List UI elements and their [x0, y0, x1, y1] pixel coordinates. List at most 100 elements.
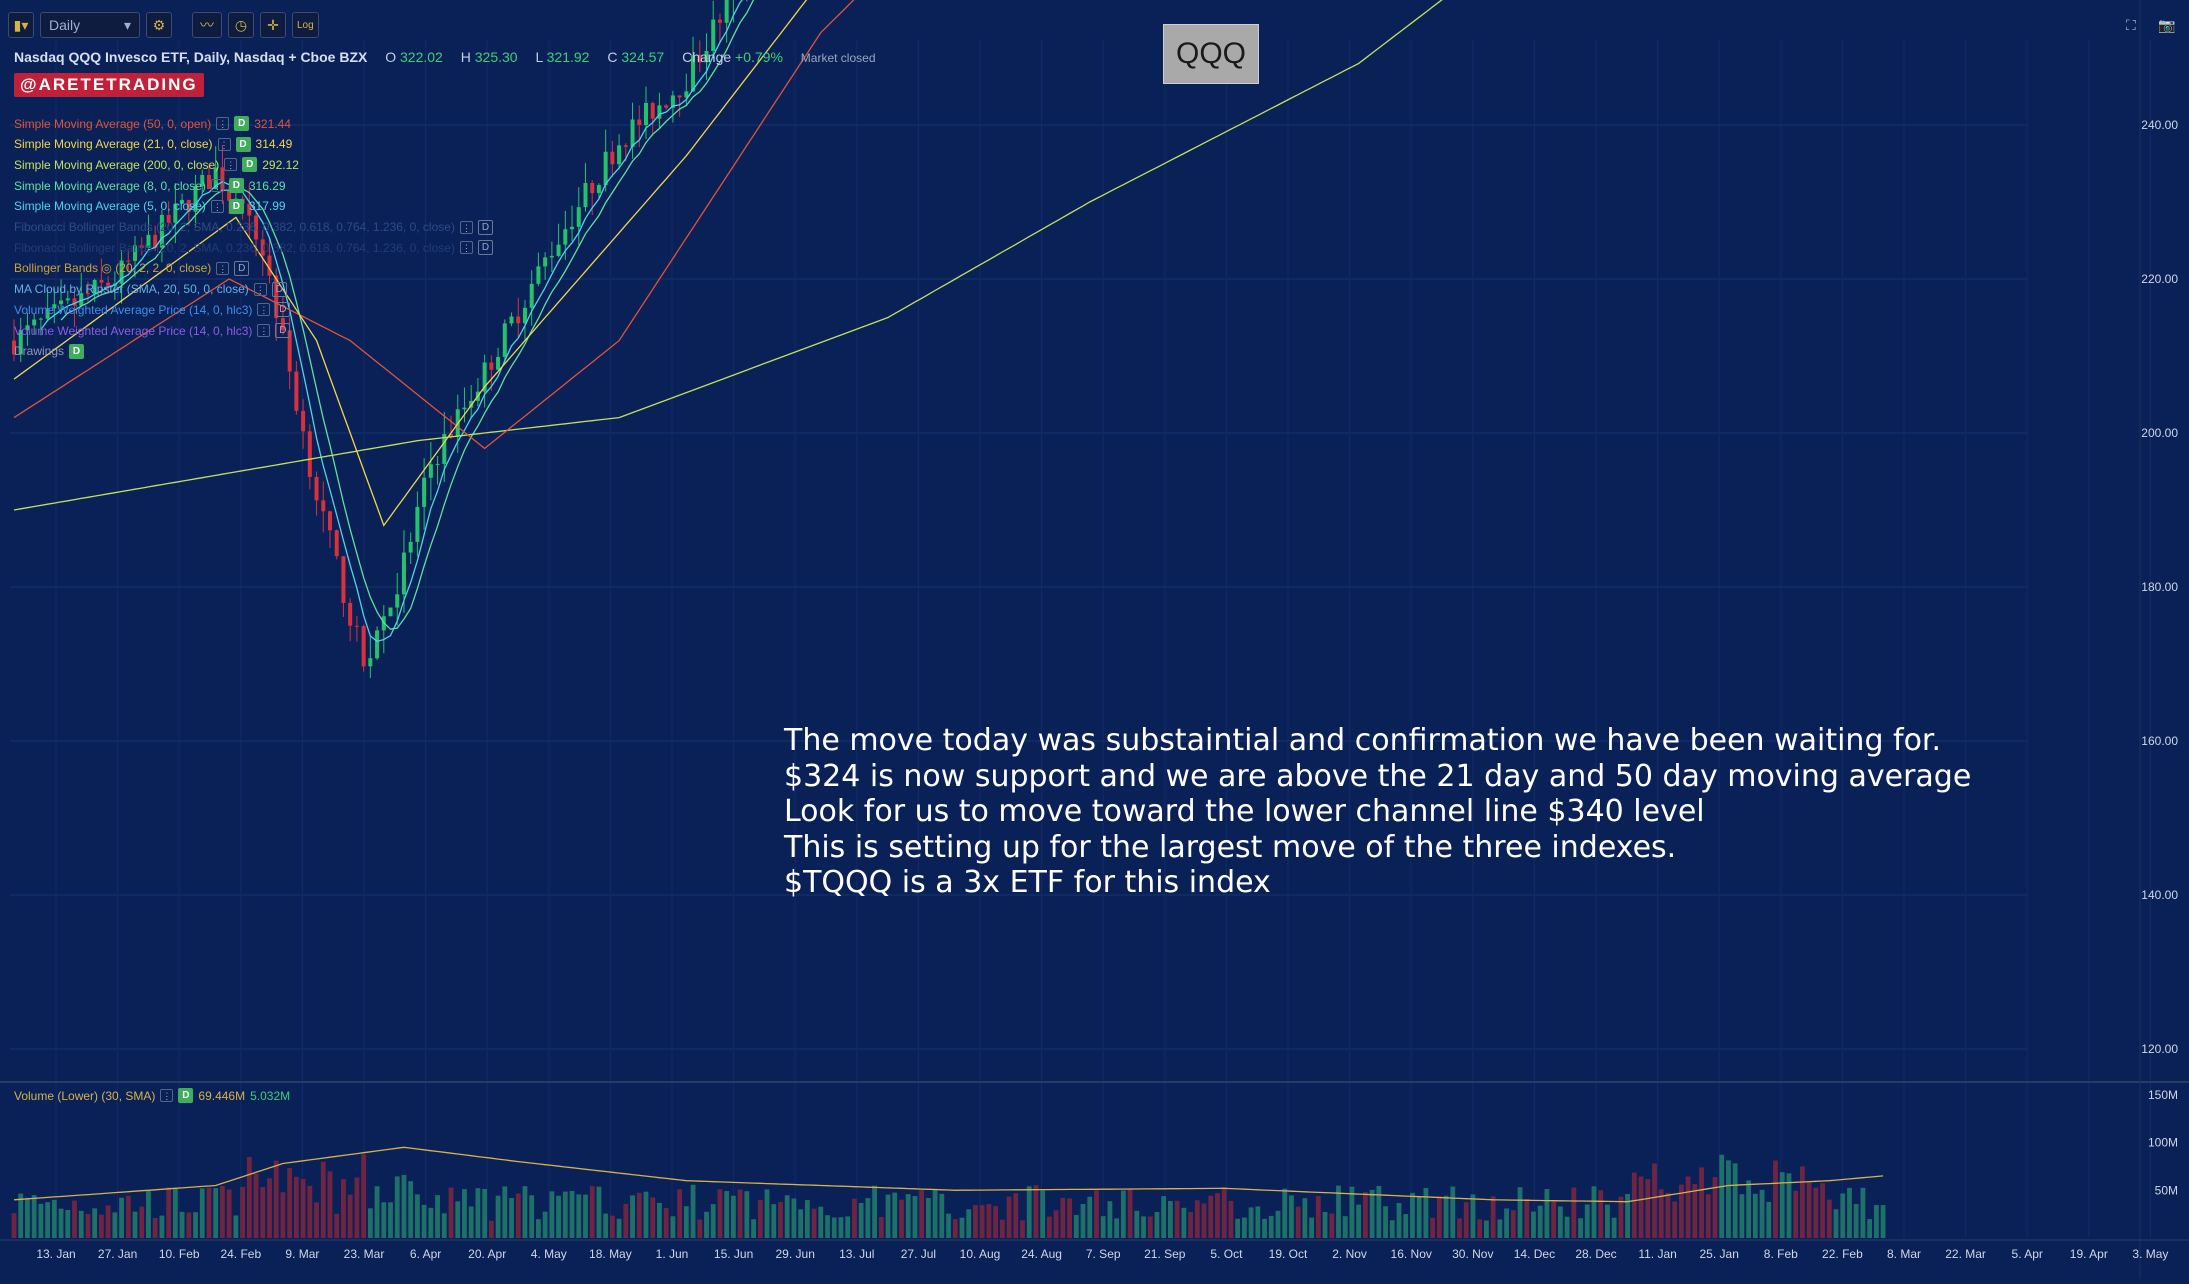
volume-bar: [482, 1188, 488, 1238]
volume-bar: [293, 1176, 299, 1238]
info-icon[interactable]: ⋮: [459, 241, 473, 255]
candle: [401, 552, 406, 595]
candle: [522, 307, 527, 324]
study-legend-item[interactable]: Volume Weighted Average Price (14, 0, hl…: [14, 302, 291, 318]
volume-bar: [1040, 1190, 1046, 1238]
volume-bar: [51, 1199, 57, 1238]
volume-bar: [1087, 1196, 1093, 1238]
moving-average-line: [13, 0, 855, 450]
d-badge[interactable]: D: [242, 157, 258, 173]
studies-icon[interactable]: 〰: [192, 12, 222, 38]
volume-bar: [1235, 1218, 1241, 1238]
info-icon[interactable]: ⋮: [210, 179, 224, 193]
volume-bar: [1638, 1176, 1644, 1238]
volume-bar: [159, 1215, 165, 1238]
d-badge[interactable]: D: [234, 116, 250, 131]
price-tick-label: 200.00: [2141, 426, 2178, 440]
volume-bar: [354, 1177, 360, 1238]
volume-bar: [112, 1212, 118, 1238]
d-badge[interactable]: D: [477, 240, 493, 256]
study-legend-item[interactable]: Simple Moving Average (8, 0, close) ⋮ D 316…: [14, 178, 286, 194]
candle: [361, 626, 366, 667]
moving-average-line: [13, 0, 1443, 511]
info-icon[interactable]: ⋮: [224, 158, 238, 172]
study-legend-item[interactable]: Simple Moving Average (5, 0, close) ⋮ D 317…: [14, 198, 286, 214]
info-icon[interactable]: ⋮: [210, 199, 224, 213]
candle: [227, 190, 232, 201]
volume-bar: [1315, 1196, 1321, 1238]
study-legend-item[interactable]: Bollinger Bands ◎ (20, 2, 2, 0, close) ⋮ D: [14, 260, 250, 276]
date-tick-label: 21. Sep: [1144, 1247, 1186, 1261]
info-icon[interactable]: ⋮: [160, 1089, 174, 1102]
volume-bar: [1376, 1185, 1382, 1238]
study-legend-item[interactable]: Simple Moving Average (200, 0, close) ⋮ D 2…: [14, 157, 299, 173]
volume-bar: [435, 1195, 440, 1238]
study-legend-item[interactable]: Volume Weighted Average Price (14, 0, hl…: [14, 323, 291, 338]
d-badge[interactable]: D: [69, 343, 85, 359]
d-badge[interactable]: D: [271, 281, 287, 297]
log-scale-icon[interactable]: Log: [292, 12, 319, 38]
volume-bar: [327, 1171, 333, 1238]
info-icon[interactable]: ⋮: [459, 220, 473, 234]
d-badge[interactable]: D: [477, 219, 493, 235]
study-label: Simple Moving Average (8, 0, close): [14, 178, 206, 193]
volume-bar: [206, 1187, 212, 1238]
volume-bar: [139, 1206, 145, 1238]
volume-bar: [1786, 1173, 1792, 1238]
info-icon[interactable]: ⋮: [253, 282, 267, 296]
study-legend-item[interactable]: Drawings D: [14, 343, 85, 359]
clock-icon[interactable]: ◷: [228, 12, 254, 38]
volume-bar: [643, 1191, 649, 1238]
volume-bar: [1578, 1218, 1583, 1238]
volume-bar: [455, 1201, 461, 1238]
volume-bar: [952, 1219, 958, 1238]
d-badge[interactable]: D: [234, 260, 250, 276]
volume-bar: [1020, 1220, 1025, 1238]
d-badge[interactable]: D: [235, 136, 251, 152]
candle: [173, 203, 178, 223]
candle: [556, 244, 561, 256]
volume-bar: [1255, 1206, 1261, 1238]
candle: [72, 298, 77, 306]
volume-bar: [1248, 1207, 1254, 1238]
high-label: H: [460, 49, 471, 65]
interval-select[interactable]: Daily ▾: [40, 12, 140, 38]
d-badge[interactable]: D: [275, 323, 291, 338]
volume-bar: [1046, 1216, 1052, 1238]
info-icon[interactable]: ⋮: [216, 117, 230, 130]
volume-tick-label: 100M: [2148, 1136, 2178, 1150]
candle: [388, 607, 393, 617]
date-tick-label: 14. Dec: [1514, 1247, 1555, 1261]
candle: [247, 203, 252, 216]
info-icon[interactable]: ⋮: [257, 303, 271, 317]
study-legend-item[interactable]: Simple Moving Average (50, 0, open) ⋮ D 321…: [14, 116, 291, 131]
candle: [630, 119, 635, 147]
gear-icon[interactable]: ⚙: [146, 12, 172, 38]
volume-bar: [1490, 1196, 1496, 1238]
d-badge[interactable]: D: [275, 302, 291, 318]
study-legend-item[interactable]: Simple Moving Average (21, 0, close) ⋮ D 31…: [14, 136, 292, 152]
d-badge[interactable]: D: [228, 198, 244, 214]
info-icon[interactable]: ⋮: [216, 261, 230, 275]
study-label: MA Cloud by Ripster (SMA, 20, 50, 0, clo…: [14, 282, 249, 297]
info-icon[interactable]: ⋮: [257, 324, 271, 337]
d-badge[interactable]: D: [178, 1088, 194, 1103]
annotation-line: The move today was substaintial and conf…: [784, 723, 1942, 758]
volume-bar: [697, 1219, 703, 1238]
study-legend-item[interactable]: MA Cloud by Ripster (SMA, 20, 50, 0, clo…: [14, 281, 287, 297]
crosshair-icon[interactable]: ✛: [260, 12, 286, 38]
camera-icon[interactable]: 📷: [2158, 17, 2176, 33]
info-icon[interactable]: ⋮: [217, 137, 231, 151]
candlestick-icon[interactable]: ▮▾: [8, 12, 34, 38]
candle: [274, 275, 279, 319]
candle: [180, 199, 185, 204]
d-badge[interactable]: D: [228, 178, 244, 194]
study-legend-item[interactable]: Fibonacci Bollinger Bands (20, 2, SMA, 0…: [14, 240, 493, 256]
expand-icon[interactable]: ⛶: [2126, 17, 2136, 33]
change-label: Change: [682, 49, 732, 65]
study-legend-item[interactable]: Fibonacci Bollinger Bands (20, 2, SMA, 0…: [14, 219, 493, 235]
volume-bar: [25, 1197, 30, 1238]
volume-bar: [1739, 1194, 1745, 1238]
